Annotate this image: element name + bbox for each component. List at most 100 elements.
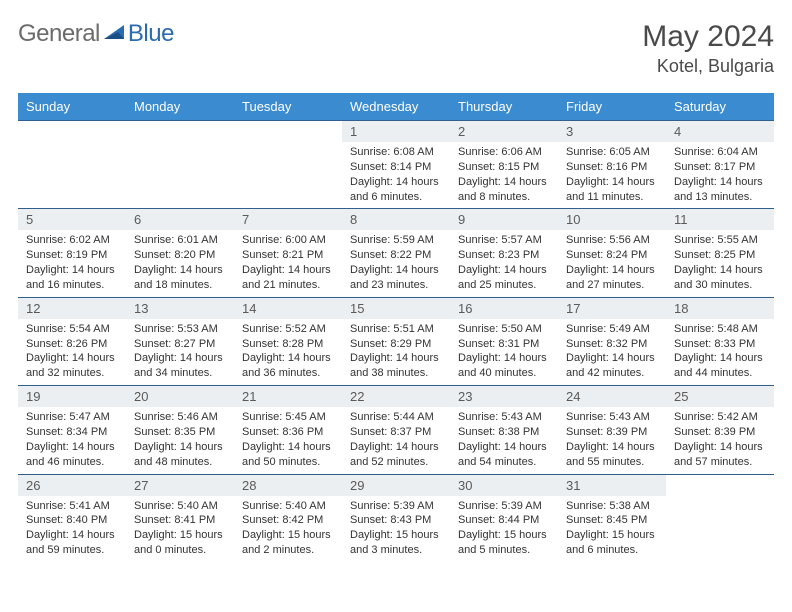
day-number: 19 [18, 386, 126, 407]
day-detail-line: Sunset: 8:45 PM [566, 513, 658, 528]
day-number: 24 [558, 386, 666, 407]
day-detail-line: Sunrise: 5:42 AM [674, 410, 766, 425]
day-number: 26 [18, 475, 126, 496]
day-detail-line: Daylight: 14 hours and 32 minutes. [26, 351, 118, 381]
day-detail-line: Daylight: 14 hours and 6 minutes. [350, 175, 442, 205]
day-detail-line: Sunset: 8:35 PM [134, 425, 226, 440]
calendar-body: 1Sunrise: 6:08 AMSunset: 8:14 PMDaylight… [18, 121, 774, 563]
day-detail-line: Sunset: 8:34 PM [26, 425, 118, 440]
calendar-day-cell: 22Sunrise: 5:44 AMSunset: 8:37 PMDayligh… [342, 386, 450, 474]
day-detail-line: Daylight: 14 hours and 42 minutes. [566, 351, 658, 381]
day-number: 31 [558, 475, 666, 496]
day-detail-line: Sunset: 8:40 PM [26, 513, 118, 528]
day-detail-line: Sunrise: 5:39 AM [458, 499, 550, 514]
day-number [234, 121, 342, 142]
calendar-day-cell: 18Sunrise: 5:48 AMSunset: 8:33 PMDayligh… [666, 297, 774, 385]
day-details: Sunrise: 5:39 AMSunset: 8:44 PMDaylight:… [450, 496, 558, 562]
day-detail-line: Sunset: 8:33 PM [674, 337, 766, 352]
day-number: 11 [666, 209, 774, 230]
calendar-week-row: 5Sunrise: 6:02 AMSunset: 8:19 PMDaylight… [18, 209, 774, 297]
day-number [18, 121, 126, 142]
day-detail-line: Daylight: 14 hours and 30 minutes. [674, 263, 766, 293]
calendar-day-cell [18, 121, 126, 209]
day-detail-line: Daylight: 15 hours and 0 minutes. [134, 528, 226, 558]
day-detail-line: Sunrise: 5:48 AM [674, 322, 766, 337]
calendar-head: SundayMondayTuesdayWednesdayThursdayFrid… [18, 93, 774, 121]
day-detail-line: Daylight: 14 hours and 38 minutes. [350, 351, 442, 381]
day-detail-line: Sunset: 8:24 PM [566, 248, 658, 263]
day-number: 12 [18, 298, 126, 319]
day-number: 29 [342, 475, 450, 496]
day-detail-line: Daylight: 14 hours and 21 minutes. [242, 263, 334, 293]
day-details: Sunrise: 5:59 AMSunset: 8:22 PMDaylight:… [342, 230, 450, 296]
day-detail-line: Daylight: 15 hours and 3 minutes. [350, 528, 442, 558]
day-detail-line: Sunrise: 5:43 AM [458, 410, 550, 425]
calendar-day-cell [126, 121, 234, 209]
day-detail-line: Sunrise: 5:39 AM [350, 499, 442, 514]
day-detail-line: Sunrise: 6:08 AM [350, 145, 442, 160]
day-detail-line: Sunset: 8:36 PM [242, 425, 334, 440]
day-detail-line: Sunset: 8:32 PM [566, 337, 658, 352]
day-details: Sunrise: 5:49 AMSunset: 8:32 PMDaylight:… [558, 319, 666, 385]
day-detail-line: Daylight: 14 hours and 48 minutes. [134, 440, 226, 470]
day-details: Sunrise: 5:47 AMSunset: 8:34 PMDaylight:… [18, 407, 126, 473]
day-detail-line: Sunset: 8:39 PM [674, 425, 766, 440]
calendar-day-cell: 2Sunrise: 6:06 AMSunset: 8:15 PMDaylight… [450, 121, 558, 209]
day-detail-line: Sunrise: 5:55 AM [674, 233, 766, 248]
day-details: Sunrise: 5:56 AMSunset: 8:24 PMDaylight:… [558, 230, 666, 296]
calendar-table: SundayMondayTuesdayWednesdayThursdayFrid… [18, 93, 774, 562]
title-block: May 2024 Kotel, Bulgaria [642, 20, 774, 77]
day-details [126, 142, 234, 149]
calendar-day-cell: 24Sunrise: 5:43 AMSunset: 8:39 PMDayligh… [558, 386, 666, 474]
weekday-header: Monday [126, 93, 234, 121]
day-number: 20 [126, 386, 234, 407]
day-number [666, 475, 774, 496]
day-details: Sunrise: 5:41 AMSunset: 8:40 PMDaylight:… [18, 496, 126, 562]
day-detail-line: Sunrise: 6:00 AM [242, 233, 334, 248]
calendar-day-cell: 27Sunrise: 5:40 AMSunset: 8:41 PMDayligh… [126, 474, 234, 562]
brand-triangle-icon [104, 20, 126, 48]
day-number: 28 [234, 475, 342, 496]
day-detail-line: Sunrise: 5:59 AM [350, 233, 442, 248]
day-detail-line: Daylight: 14 hours and 59 minutes. [26, 528, 118, 558]
day-number [126, 121, 234, 142]
calendar-day-cell: 3Sunrise: 6:05 AMSunset: 8:16 PMDaylight… [558, 121, 666, 209]
day-detail-line: Sunrise: 5:47 AM [26, 410, 118, 425]
day-detail-line: Daylight: 14 hours and 57 minutes. [674, 440, 766, 470]
day-details: Sunrise: 6:02 AMSunset: 8:19 PMDaylight:… [18, 230, 126, 296]
day-number: 17 [558, 298, 666, 319]
weekday-header: Saturday [666, 93, 774, 121]
day-number: 10 [558, 209, 666, 230]
calendar-day-cell: 10Sunrise: 5:56 AMSunset: 8:24 PMDayligh… [558, 209, 666, 297]
day-detail-line: Sunrise: 5:54 AM [26, 322, 118, 337]
day-detail-line: Daylight: 14 hours and 23 minutes. [350, 263, 442, 293]
day-details: Sunrise: 6:06 AMSunset: 8:15 PMDaylight:… [450, 142, 558, 208]
day-detail-line: Sunset: 8:17 PM [674, 160, 766, 175]
day-number: 30 [450, 475, 558, 496]
calendar-day-cell: 11Sunrise: 5:55 AMSunset: 8:25 PMDayligh… [666, 209, 774, 297]
day-details: Sunrise: 5:53 AMSunset: 8:27 PMDaylight:… [126, 319, 234, 385]
day-detail-line: Sunset: 8:27 PM [134, 337, 226, 352]
day-number: 16 [450, 298, 558, 319]
day-detail-line: Sunset: 8:23 PM [458, 248, 550, 263]
month-year: May 2024 [642, 20, 774, 54]
day-details: Sunrise: 5:54 AMSunset: 8:26 PMDaylight:… [18, 319, 126, 385]
calendar-day-cell: 15Sunrise: 5:51 AMSunset: 8:29 PMDayligh… [342, 297, 450, 385]
day-detail-line: Daylight: 15 hours and 5 minutes. [458, 528, 550, 558]
day-details: Sunrise: 5:55 AMSunset: 8:25 PMDaylight:… [666, 230, 774, 296]
calendar-day-cell [234, 121, 342, 209]
day-detail-line: Daylight: 15 hours and 6 minutes. [566, 528, 658, 558]
day-detail-line: Sunrise: 6:05 AM [566, 145, 658, 160]
calendar-day-cell: 29Sunrise: 5:39 AMSunset: 8:43 PMDayligh… [342, 474, 450, 562]
calendar-day-cell: 30Sunrise: 5:39 AMSunset: 8:44 PMDayligh… [450, 474, 558, 562]
calendar-week-row: 12Sunrise: 5:54 AMSunset: 8:26 PMDayligh… [18, 297, 774, 385]
day-number: 1 [342, 121, 450, 142]
day-details: Sunrise: 6:05 AMSunset: 8:16 PMDaylight:… [558, 142, 666, 208]
day-detail-line: Sunrise: 6:02 AM [26, 233, 118, 248]
day-detail-line: Daylight: 14 hours and 46 minutes. [26, 440, 118, 470]
day-details: Sunrise: 5:52 AMSunset: 8:28 PMDaylight:… [234, 319, 342, 385]
day-details: Sunrise: 6:08 AMSunset: 8:14 PMDaylight:… [342, 142, 450, 208]
day-detail-line: Sunset: 8:19 PM [26, 248, 118, 263]
brand-part1: General [18, 20, 100, 48]
day-detail-line: Sunrise: 5:52 AM [242, 322, 334, 337]
